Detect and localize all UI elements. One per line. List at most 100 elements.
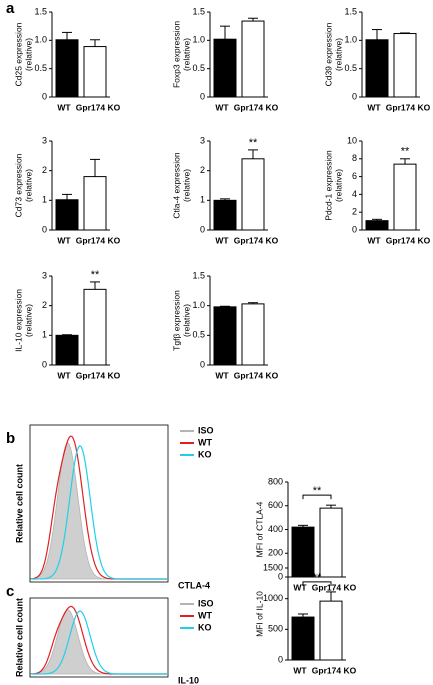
bar: [365, 220, 389, 231]
y-tick-label: 2: [200, 165, 205, 175]
legend-label: KO: [198, 449, 212, 459]
x-tick-label: Gpr174 KO: [386, 102, 431, 112]
y-tick-label: 0.5: [34, 63, 47, 73]
x-tick-label: Gpr174 KO: [234, 235, 279, 245]
y-axis-label: (relative): [23, 304, 33, 337]
bar: [365, 39, 389, 98]
y-tick-label: 1000: [263, 593, 283, 603]
y-tick-label: 3: [200, 135, 205, 145]
plot-frame: [29, 597, 169, 678]
panel-label: c: [6, 583, 14, 600]
y-tick-label: 4: [352, 189, 357, 199]
y-tick-label: 1: [42, 330, 47, 340]
panel-label: b: [6, 430, 15, 447]
y-tick-label: 1.0: [344, 35, 357, 45]
y-tick-label: 0.5: [192, 63, 205, 73]
y-tick-label: 1: [200, 195, 205, 205]
bar: [55, 334, 79, 366]
y-tick-label: 0: [200, 224, 205, 234]
x-tick-label: Gpr174 KO: [76, 370, 121, 380]
x-tick-label: Gpr174 KO: [312, 582, 357, 592]
y-axis-label: MFI of CTLA-4: [254, 501, 264, 557]
y-axis-label: Ctla-4 expression: [171, 152, 181, 218]
x-tick-label: Gpr174 KO: [312, 665, 357, 675]
y-tick-label: 1.5: [192, 270, 205, 280]
y-tick-label: 400: [268, 524, 283, 534]
y-tick-label: 0: [42, 359, 47, 369]
bar: [319, 507, 343, 578]
y-tick-label: 2: [42, 165, 47, 175]
y-tick-label: 200: [268, 548, 283, 558]
y-axis-label: (relative): [23, 169, 33, 202]
y-tick-label: 1500: [263, 562, 283, 572]
y-tick-label: 2: [352, 207, 357, 217]
y-axis-label: (relative): [23, 38, 33, 71]
x-tick-label: Gpr174 KO: [386, 235, 431, 245]
y-axis-label: IL-10 expression: [13, 289, 23, 352]
y-tick-label: 1.5: [34, 6, 47, 16]
y-tick-label: 1.0: [34, 35, 47, 45]
x-tick-label: WT: [215, 370, 229, 380]
y-tick-label: 0.5: [344, 63, 357, 73]
y-tick-label: 3: [42, 270, 47, 280]
bar: [241, 158, 265, 231]
bar: [393, 163, 417, 231]
bar: [319, 600, 343, 661]
y-axis-label: Cd25 expression: [13, 22, 23, 86]
y-tick-label: 0: [278, 571, 283, 581]
histogram-curve: [30, 610, 167, 675]
y-axis-label: Relative cell count: [14, 464, 24, 543]
x-tick-label: WT: [215, 102, 229, 112]
y-axis-label: Relative cell count: [14, 598, 24, 677]
y-tick-label: 0: [42, 224, 47, 234]
x-tick-label: WT: [293, 665, 307, 675]
x-tick-label: WT: [57, 102, 71, 112]
y-tick-label: 0: [352, 91, 357, 101]
y-axis-label: Tgfβ expression: [171, 290, 181, 351]
x-axis-label: CTLA-4: [178, 580, 210, 590]
legend-label: ISO: [198, 425, 214, 435]
y-tick-label: 0: [42, 91, 47, 101]
significance-label: **: [313, 485, 322, 497]
histogram-curve: [30, 445, 167, 580]
histogram-curve: [30, 609, 167, 675]
x-tick-label: WT: [57, 235, 71, 245]
bar: [213, 199, 237, 231]
significance-label: **: [401, 146, 410, 158]
x-tick-label: WT: [367, 235, 381, 245]
bar: [241, 303, 265, 366]
x-tick-label: Gpr174 KO: [76, 235, 121, 245]
y-tick-label: 1.5: [344, 6, 357, 16]
y-axis-label: Pdcd-1 expression: [323, 150, 333, 221]
x-tick-label: WT: [367, 102, 381, 112]
y-tick-label: 1.0: [192, 35, 205, 45]
legend-label: ISO: [198, 598, 214, 608]
legend-label: KO: [198, 622, 212, 632]
bar: [55, 199, 79, 231]
y-axis-label: (relative): [181, 169, 191, 202]
y-tick-label: 3: [42, 135, 47, 145]
panel-label: a: [6, 0, 15, 17]
bar: [291, 616, 315, 661]
y-tick-label: 8: [352, 153, 357, 163]
bar: [83, 176, 107, 231]
y-tick-label: 1.0: [192, 300, 205, 310]
bar: [83, 46, 107, 98]
y-axis-label: (relative): [181, 38, 191, 71]
histogram-curve: [30, 442, 167, 580]
y-tick-label: 0: [352, 224, 357, 234]
significance-label: **: [91, 269, 100, 281]
x-tick-label: Gpr174 KO: [234, 102, 279, 112]
y-axis-label: (relative): [333, 169, 343, 202]
y-axis-label: (relative): [333, 38, 343, 71]
significance-bracket: [302, 581, 332, 586]
y-axis-label: Cd39 expression: [323, 22, 333, 86]
y-tick-label: 0: [278, 654, 283, 664]
y-tick-label: 600: [268, 500, 283, 510]
bar: [83, 288, 107, 366]
y-tick-label: 6: [352, 171, 357, 181]
bar: [55, 39, 79, 98]
y-tick-label: 0: [200, 359, 205, 369]
y-tick-label: 0: [200, 91, 205, 101]
bar: [213, 38, 237, 98]
